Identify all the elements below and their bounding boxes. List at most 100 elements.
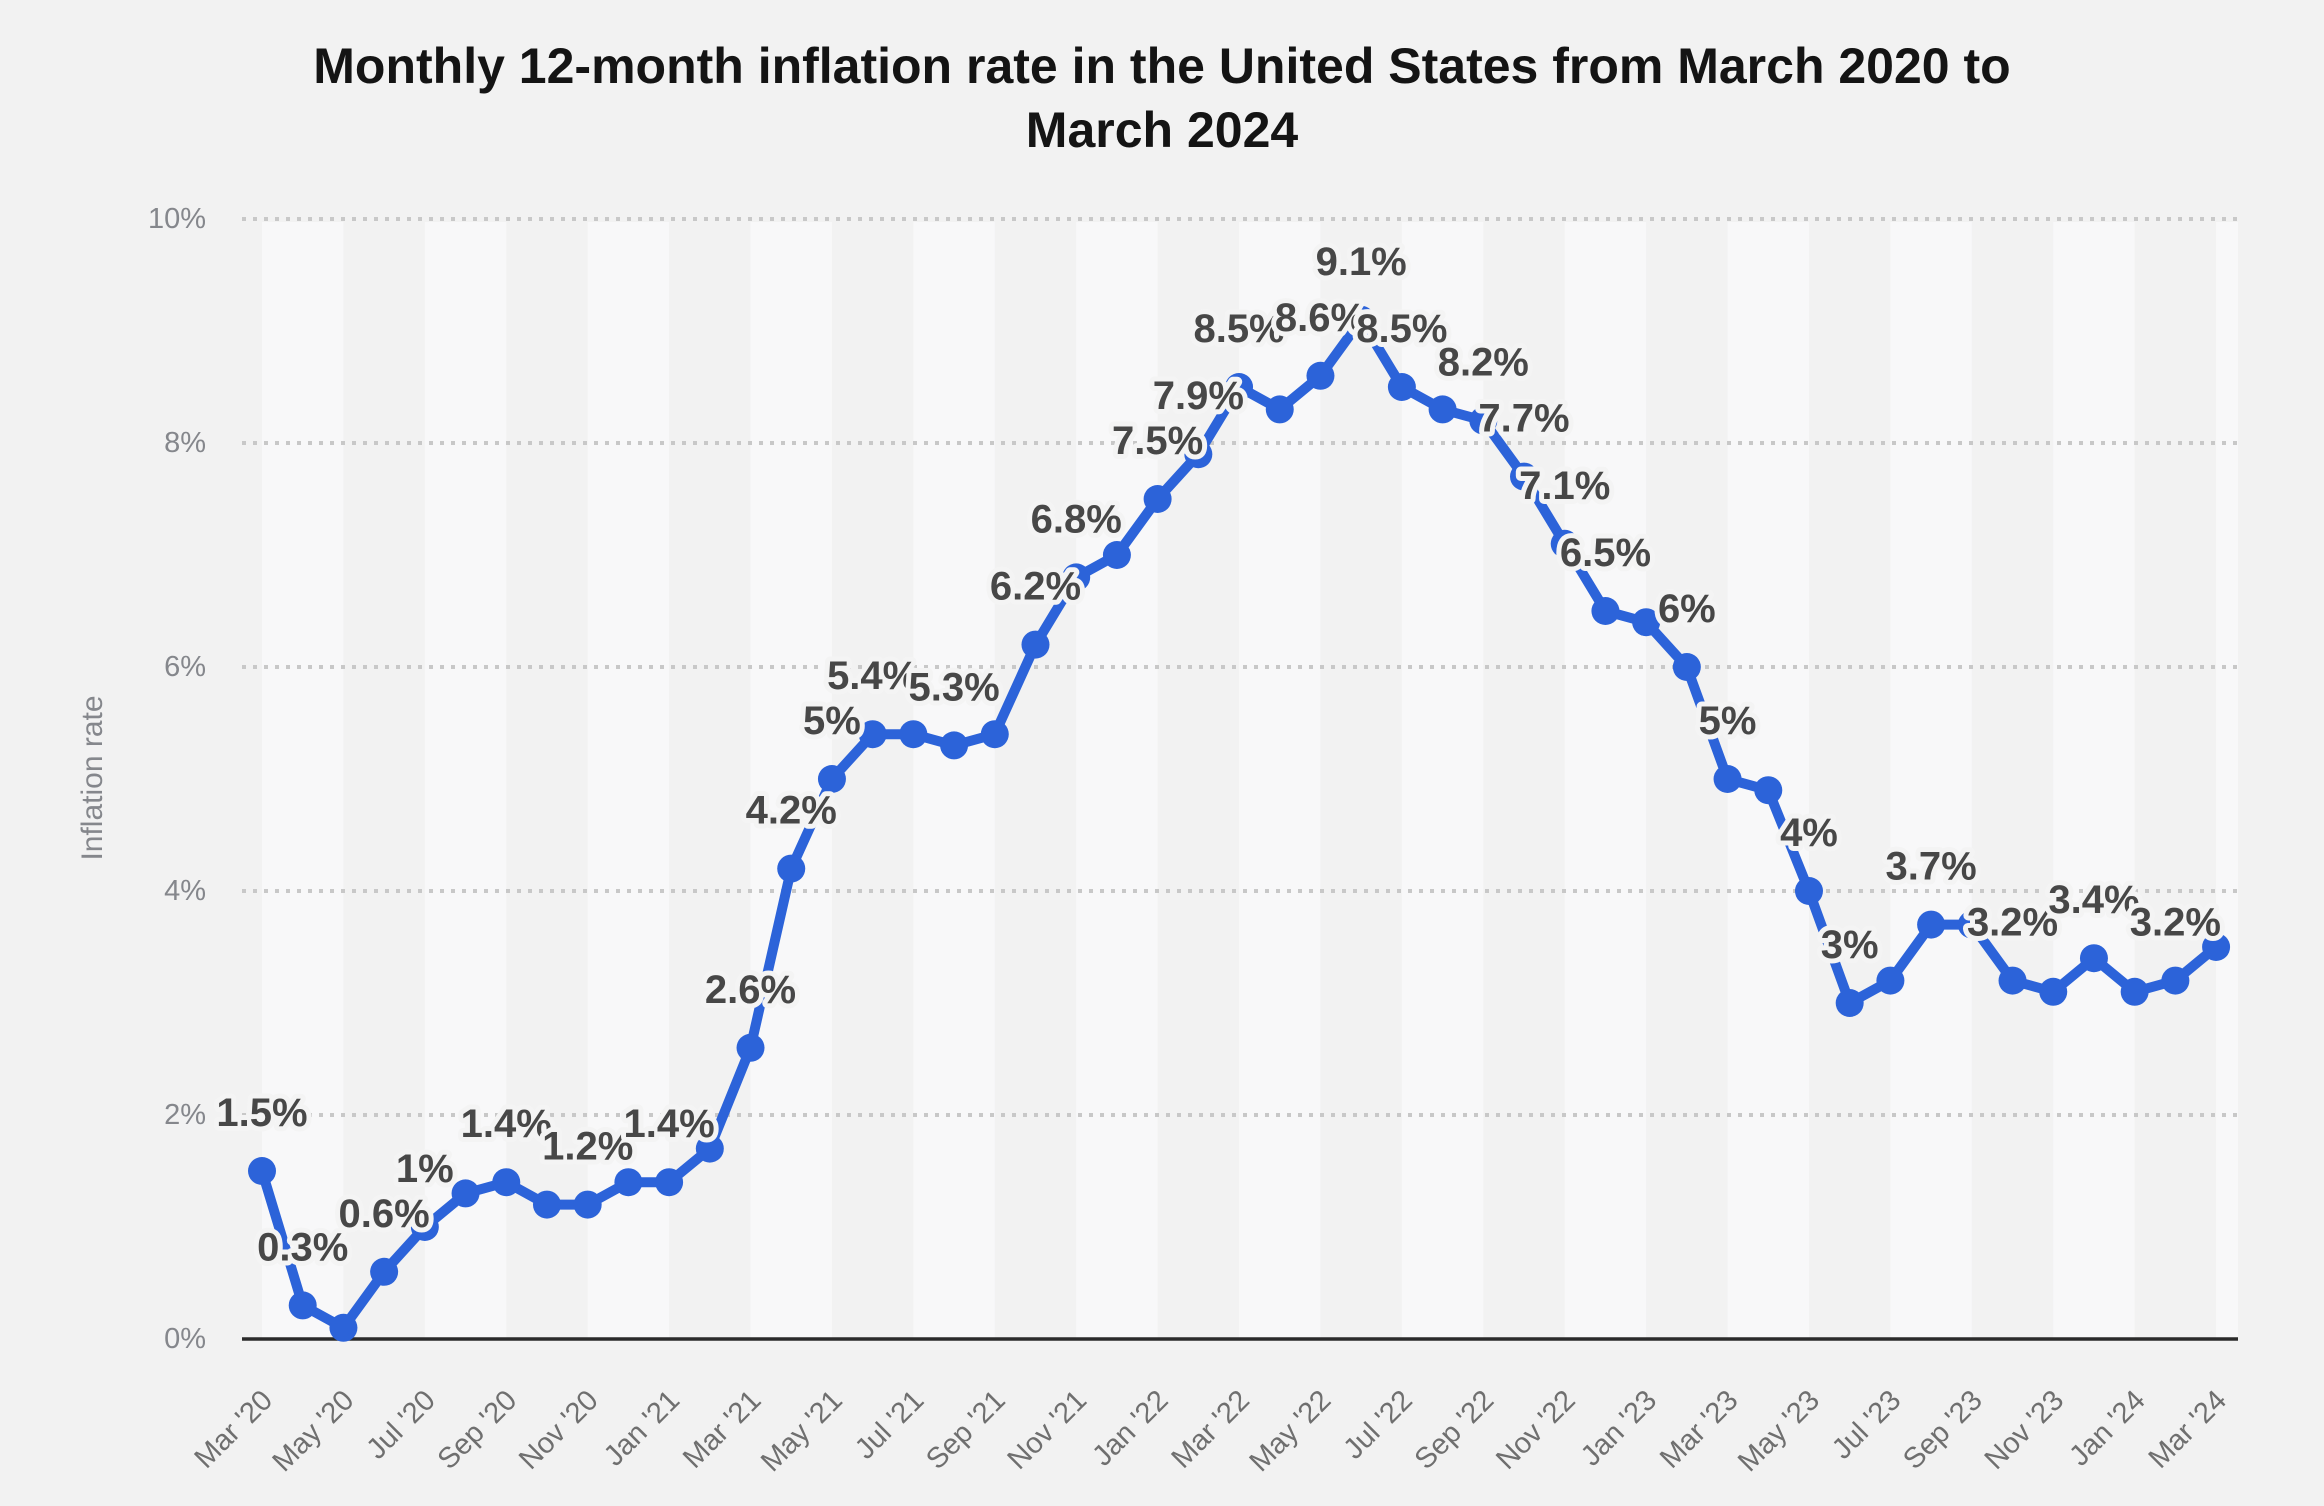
x-tick-label: Nov '20 (513, 1384, 605, 1476)
x-tick-label: Nov '22 (1490, 1384, 1582, 1476)
y-tick-label: 4% (164, 875, 206, 907)
data-point-aug-21[interactable] (940, 731, 969, 760)
chart-title-line2: March 2024 (1025, 102, 1299, 158)
data-point-label: 6.2% (990, 565, 1081, 609)
y-tick-label: 0% (164, 1323, 206, 1355)
data-point-feb-22[interactable] (1184, 440, 1213, 469)
x-tick-label: Mar '22 (1166, 1384, 1256, 1474)
data-point-mar-22[interactable] (1225, 373, 1254, 401)
background-band (2053, 222, 2135, 1339)
x-tick-label: Jul '23 (1826, 1384, 1907, 1465)
data-point-nov-20[interactable] (573, 1190, 602, 1219)
y-tick-label: 6% (164, 651, 206, 683)
data-point-label: 3.2% (1967, 901, 2058, 945)
data-point-mar-23[interactable] (1713, 765, 1742, 793)
x-tick-label: Jan '22 (1086, 1384, 1174, 1472)
data-point-dec-21[interactable] (1102, 541, 1131, 569)
data-point-label: 4% (1780, 811, 1838, 855)
background-band (1564, 222, 1647, 1339)
data-point-nov-21[interactable] (1062, 563, 1091, 592)
x-tick-label: May '22 (1244, 1384, 1338, 1478)
data-point-label: 3.4% (2048, 878, 2139, 922)
data-point-oct-21[interactable] (1021, 630, 1050, 659)
data-point-label: 1.5% (216, 1091, 307, 1135)
data-point-label: 1.4% (624, 1102, 715, 1146)
x-tick-label: Sep '21 (920, 1384, 1012, 1476)
data-point-mar-21[interactable] (736, 1033, 765, 1062)
data-point-mar-24[interactable] (2202, 933, 2231, 961)
data-point-nov-23[interactable] (2039, 977, 2068, 1006)
chart-title-line1: Monthly 12-month inflation rate in the U… (313, 38, 2011, 94)
data-point-label: 6.5% (1560, 531, 1651, 575)
data-point-label: 0.6% (339, 1192, 430, 1236)
data-point-apr-20[interactable] (288, 1291, 317, 1320)
data-point-apr-23[interactable] (1754, 776, 1783, 805)
data-point-sep-23[interactable] (1957, 910, 1986, 939)
data-point-dec-20[interactable] (614, 1168, 643, 1197)
data-point-oct-22[interactable] (1510, 462, 1539, 491)
data-point-aug-22[interactable] (1428, 395, 1457, 424)
x-tick-label: Nov '21 (1002, 1384, 1094, 1476)
data-point-may-22[interactable] (1306, 361, 1335, 390)
background-band (262, 222, 344, 1339)
background-band (424, 222, 507, 1339)
data-point-jan-21[interactable] (655, 1168, 684, 1197)
x-tick-label: Sep '23 (1897, 1384, 1989, 1476)
data-point-label: 8.6% (1275, 296, 1366, 340)
data-point-jul-20[interactable] (410, 1213, 439, 1241)
data-point-apr-21[interactable] (777, 854, 806, 883)
data-point-mar-20[interactable] (248, 1157, 276, 1185)
data-point-jan-22[interactable] (1143, 485, 1172, 513)
background-band (1890, 222, 1972, 1339)
data-point-feb-24[interactable] (2161, 966, 2190, 995)
x-tick-label: Mar '20 (189, 1384, 279, 1474)
data-point-label: 8.2% (1438, 341, 1529, 385)
data-point-label: 7.9% (1153, 374, 1244, 418)
data-point-label: 6.8% (1031, 497, 1122, 541)
data-point-jun-21[interactable] (858, 720, 887, 749)
data-point-oct-23[interactable] (1998, 966, 2027, 995)
data-point-aug-23[interactable] (1917, 910, 1946, 939)
data-point-may-20[interactable] (329, 1313, 358, 1342)
data-point-jan-23[interactable] (1632, 608, 1661, 637)
data-point-sep-20[interactable] (492, 1168, 521, 1197)
data-point-jul-23[interactable] (1876, 966, 1905, 995)
y-tick-label: 2% (164, 1099, 206, 1131)
data-point-may-21[interactable] (817, 765, 846, 793)
data-point-sep-21[interactable] (980, 720, 1009, 749)
data-point-sep-22[interactable] (1469, 406, 1498, 435)
chart-title: Monthly 12-month inflation rate in the U… (0, 34, 2324, 162)
data-point-label: 7.7% (1478, 397, 1569, 441)
data-point-dec-22[interactable] (1591, 597, 1620, 625)
data-point-label: 2.6% (705, 968, 796, 1012)
data-point-nov-22[interactable] (1550, 529, 1579, 558)
data-point-may-23[interactable] (1794, 877, 1823, 905)
data-point-jan-24[interactable] (2120, 977, 2149, 1006)
data-point-label: 8.5% (1356, 307, 1447, 351)
data-point-label: 8.5% (1193, 307, 1284, 351)
data-point-label: 7.5% (1112, 419, 1203, 463)
data-point-feb-23[interactable] (1672, 653, 1701, 681)
data-point-label: 5% (803, 699, 861, 743)
data-point-apr-22[interactable] (1265, 395, 1294, 424)
data-point-feb-21[interactable] (695, 1134, 724, 1163)
x-tick-label: Jan '24 (2063, 1384, 2151, 1472)
data-point-label: 1.4% (461, 1102, 552, 1146)
data-point-aug-20[interactable] (451, 1179, 480, 1208)
data-point-jul-22[interactable] (1387, 373, 1416, 401)
x-tick-label: Jul '21 (849, 1384, 930, 1465)
data-point-label: 1% (396, 1147, 454, 1191)
data-point-oct-20[interactable] (532, 1190, 561, 1219)
data-point-jun-20[interactable] (370, 1257, 399, 1286)
data-point-dec-23[interactable] (2079, 944, 2108, 973)
data-point-label: 9.1% (1316, 240, 1407, 284)
data-point-jul-21[interactable] (899, 720, 928, 749)
x-tick-label: Mar '23 (1654, 1384, 1744, 1474)
data-point-jun-23[interactable] (1835, 989, 1864, 1017)
x-tick-label: Jan '23 (1575, 1384, 1663, 1472)
x-tick-label: Mar '21 (677, 1384, 767, 1474)
background-band (587, 222, 670, 1339)
y-tick-label: 8% (164, 427, 206, 459)
data-point-jun-22[interactable] (1347, 305, 1376, 334)
